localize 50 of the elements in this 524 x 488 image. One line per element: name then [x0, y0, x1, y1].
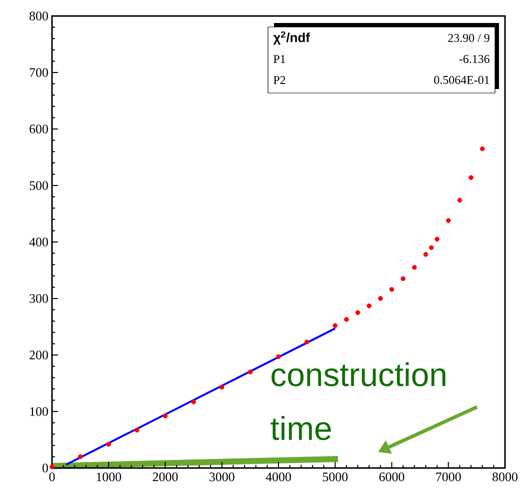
- annotation: 23.90 / 9: [448, 34, 490, 42]
- point: [304, 340, 310, 344]
- point: [366, 303, 372, 308]
- y-tick-label: 600: [30, 124, 48, 134]
- annotation: P2: [274, 76, 286, 84]
- annotation: 0.5064E-01: [434, 76, 490, 84]
- point: [78, 454, 83, 460]
- y-tick-label: 200: [30, 350, 48, 360]
- x-tick-label: 7000: [436, 472, 461, 482]
- point: [50, 464, 54, 470]
- point: [191, 400, 196, 404]
- point: [344, 317, 349, 322]
- annotation: construction time: [270, 362, 446, 440]
- x-tick-label: 2000: [152, 472, 178, 482]
- annotation: χ$^{2}$/ndf: [273, 31, 310, 45]
- x-tick-label: 1000: [96, 472, 122, 482]
- x-tick-label: 8000: [492, 472, 518, 482]
- point: [446, 218, 451, 223]
- y-tick-label: 500: [30, 181, 48, 190]
- point: [389, 287, 394, 292]
- point: [428, 245, 434, 250]
- annotation: P1: [274, 55, 286, 63]
- point: [106, 442, 112, 447]
- y-tick-label: 100: [30, 407, 48, 416]
- point: [248, 370, 253, 374]
- x-tick-label: 5000: [322, 472, 348, 482]
- point: [423, 252, 428, 257]
- point: [378, 296, 383, 301]
- point: [276, 354, 281, 360]
- y-tick-label: 300: [30, 294, 48, 303]
- x-tick-label: 0: [49, 472, 55, 482]
- point: [434, 236, 440, 242]
- annotation: -6.136: [459, 54, 490, 64]
- point: [480, 146, 485, 152]
- y-tick-label: 0: [42, 464, 48, 472]
- point: [457, 198, 462, 203]
- y-tick-label: 400: [29, 238, 48, 246]
- x-tick-label: 3000: [210, 472, 234, 482]
- point: [355, 310, 360, 316]
- y-tick-label: 700: [30, 68, 48, 77]
- point: [162, 414, 168, 418]
- point: [400, 276, 406, 282]
- x-tick-label: 4000: [266, 472, 291, 482]
- point: [219, 384, 224, 390]
- y-tick-label: 800: [30, 12, 48, 20]
- point: [134, 428, 140, 433]
- point: [468, 175, 474, 180]
- point: [332, 323, 338, 328]
- point: [412, 265, 417, 270]
- x-tick-label: 6000: [379, 472, 404, 482]
